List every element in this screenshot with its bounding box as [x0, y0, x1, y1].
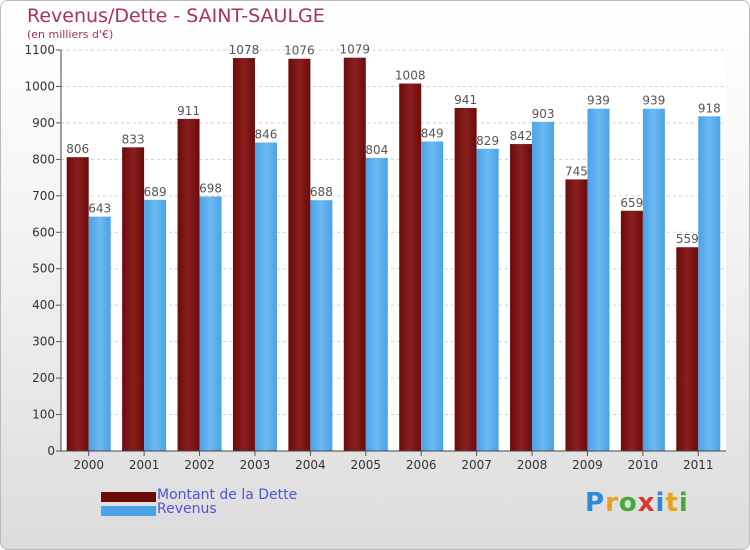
x-tick-label: 2001: [129, 458, 160, 472]
bar-dette: [565, 179, 588, 451]
bar-revenus: [587, 108, 610, 451]
x-tick-label: 2007: [461, 458, 492, 472]
y-tick-label: 300: [32, 335, 55, 349]
data-label-dette: 842: [510, 129, 533, 143]
x-tick-label: 2002: [184, 458, 215, 472]
plot-area: [61, 50, 726, 451]
legend-label-revenus: Revenus: [157, 501, 217, 517]
legend-swatch-dette: [101, 492, 156, 502]
chart-subtitle: (en milliers d'€): [27, 28, 114, 41]
legend-swatch-revenus: [101, 506, 156, 516]
logo-letter: i: [678, 488, 689, 518]
data-label-revenus: 849: [421, 127, 444, 141]
bar-revenus: [254, 142, 277, 451]
x-tick-label: 2008: [517, 458, 548, 472]
bar-revenus: [199, 196, 222, 451]
bar-dette: [288, 58, 311, 452]
data-label-dette: 806: [66, 142, 89, 156]
bar-dette: [232, 58, 255, 452]
data-label-revenus: 698: [199, 182, 222, 196]
legend-label-dette: Montant de la Dette: [157, 487, 298, 503]
bar-dette: [620, 210, 643, 451]
data-label-revenus: 903: [532, 107, 555, 121]
data-label-dette: 1076: [284, 44, 315, 58]
bar-dette: [454, 107, 477, 451]
data-label-revenus: 804: [365, 143, 388, 157]
bar-revenus: [698, 116, 721, 451]
chart-title: Revenus/Dette - SAINT-SAULGE: [27, 5, 325, 27]
data-label-revenus: 918: [698, 101, 721, 115]
y-tick-label: 900: [32, 116, 55, 130]
bar-revenus: [144, 199, 167, 451]
y-tick-label: 1100: [24, 43, 55, 57]
y-tick-label: 700: [32, 189, 55, 203]
data-label-revenus: 939: [642, 94, 665, 108]
bar-revenus: [642, 108, 665, 451]
data-label-revenus: 643: [88, 202, 111, 216]
x-tick-label: 2009: [572, 458, 603, 472]
bar-dette: [343, 57, 366, 451]
bar-revenus: [532, 121, 555, 451]
y-tick-label: 0: [47, 444, 55, 458]
data-label-dette: 1078: [229, 43, 260, 57]
data-label-revenus: 689: [144, 185, 167, 199]
x-tick-label: 2003: [240, 458, 271, 472]
y-tick-label: 600: [32, 225, 55, 239]
logo-letter: r: [605, 488, 619, 518]
logo-letter: i: [655, 488, 666, 518]
proxiti-logo: Proxiti: [585, 488, 689, 518]
data-label-dette: 911: [177, 104, 200, 118]
data-label-revenus: 829: [476, 134, 499, 148]
x-tick-label: 2004: [295, 458, 326, 472]
y-tick-label: 1000: [24, 79, 55, 93]
y-tick-label: 100: [32, 408, 55, 422]
y-tick-label: 200: [32, 371, 55, 385]
bar-revenus: [476, 148, 499, 452]
data-label-dette: 941: [454, 93, 477, 107]
bar-dette: [676, 247, 699, 451]
data-label-dette: 659: [620, 196, 643, 210]
bar-dette: [122, 147, 145, 452]
logo-letter: o: [618, 488, 638, 518]
data-label-dette: 559: [676, 232, 699, 246]
logo-letter: P: [585, 488, 606, 518]
data-label-revenus: 688: [310, 185, 333, 199]
bar-revenus: [310, 200, 333, 451]
bar-dette: [66, 157, 89, 451]
data-label-dette: 745: [565, 164, 588, 178]
data-label-dette: 1079: [340, 43, 371, 57]
x-tick-label: 2005: [351, 458, 382, 472]
y-tick-label: 400: [32, 298, 55, 312]
bar-dette: [510, 144, 533, 451]
x-tick-label: 2011: [683, 458, 714, 472]
logo-letter: t: [665, 488, 679, 518]
data-label-dette: 833: [122, 132, 145, 146]
bar-dette: [177, 118, 200, 451]
bar-revenus: [365, 157, 388, 451]
x-tick-label: 2006: [406, 458, 437, 472]
x-tick-label: 2000: [73, 458, 104, 472]
data-label-revenus: 846: [255, 128, 278, 142]
logo-letter: x: [637, 488, 656, 518]
y-tick-label: 800: [32, 152, 55, 166]
bar-dette: [399, 83, 422, 452]
bar-revenus: [421, 141, 444, 451]
bar-revenus: [88, 216, 111, 451]
data-label-revenus: 939: [587, 94, 610, 108]
x-tick-label: 2010: [628, 458, 659, 472]
y-tick-label: 500: [32, 262, 55, 276]
data-label-dette: 1008: [395, 69, 426, 83]
